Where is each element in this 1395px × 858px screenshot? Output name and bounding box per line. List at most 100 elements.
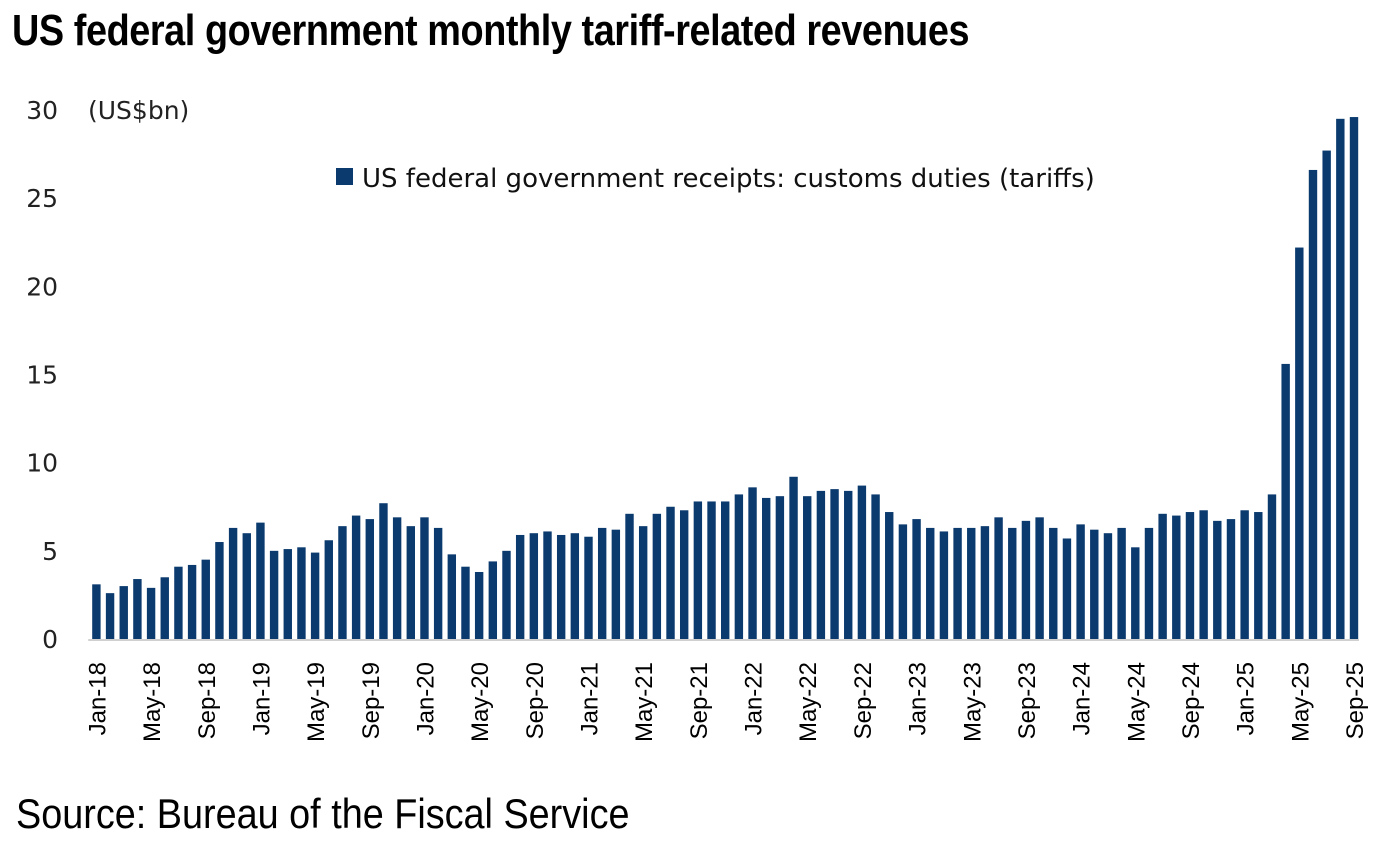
bar-Jul-19 (338, 526, 347, 639)
bar-Feb-25 (1254, 512, 1263, 639)
bar-Jul-24 (1158, 513, 1167, 639)
x-tick-label: Jan-22 (741, 662, 768, 735)
y-tick-label: 30 (26, 96, 58, 125)
bar-Jan-24 (1076, 524, 1085, 639)
x-tick-label: Sep-21 (686, 662, 713, 739)
source-note: Source: Bureau of the Fiscal Service (16, 790, 630, 837)
x-tick-label: Sep-18 (194, 662, 221, 739)
bar-Jan-23 (912, 519, 921, 639)
bar-Nov-18 (228, 527, 238, 639)
bar-Nov-20 (556, 534, 566, 639)
bar-Nov-21 (721, 501, 730, 639)
bar-Nov-24 (1213, 520, 1222, 639)
x-tick-label: May-18 (139, 662, 166, 742)
x-tick-label: Sep-19 (358, 662, 385, 739)
bar-Apr-20 (461, 566, 470, 639)
bar-Apr-23 (953, 527, 962, 639)
x-tick-label: Sep-25 (1342, 662, 1369, 739)
x-tick-label: Sep-24 (1178, 662, 1205, 739)
bar-Oct-24 (1199, 510, 1208, 639)
bar-Jul-21 (666, 506, 675, 639)
bar-Sep-23 (1021, 520, 1031, 639)
x-tick-label: May-24 (1123, 662, 1150, 742)
x-tick-label: Jan-21 (577, 662, 604, 735)
bar-Sep-24 (1185, 512, 1195, 639)
bar-Nov-23 (1049, 527, 1058, 639)
bar-Oct-19 (379, 503, 388, 639)
bar-Sep-22 (857, 485, 867, 639)
bar-Jun-24 (1144, 527, 1154, 639)
bar-Feb-21 (597, 527, 607, 639)
bar-Jun-23 (980, 526, 990, 639)
bar-Jul-18 (174, 566, 183, 639)
bar-Oct-21 (707, 501, 716, 639)
x-tick-label: Jan-19 (248, 662, 275, 735)
bar-Mar-23 (939, 531, 949, 639)
bar-Mar-25 (1267, 494, 1277, 639)
bar-Sep-18 (201, 559, 210, 639)
x-tick-label: Jan-23 (905, 662, 932, 735)
x-tick-label: Jan-20 (413, 662, 440, 735)
unit-label: (US$bn) (88, 96, 189, 125)
bar-Feb-24 (1090, 529, 1099, 639)
bar-May-19 (310, 552, 320, 639)
bar-series (92, 117, 1359, 640)
bar-Jun-19 (324, 540, 333, 639)
bar-Oct-18 (215, 542, 224, 639)
bar-Sep-19 (365, 519, 374, 639)
bar-Jan-19 (256, 522, 265, 639)
bar-May-24 (1131, 547, 1140, 639)
bar-Mar-22 (775, 496, 785, 639)
bar-Dec-20 (570, 533, 580, 639)
x-axis: Jan-18 May-18 Sep-18 Jan-19 May-19 Sep-19 Jan-… (84, 662, 1369, 742)
bar-Apr-19 (297, 547, 306, 639)
bar-Oct-23 (1035, 517, 1044, 639)
x-tick-label: May-25 (1287, 662, 1314, 742)
bar-Feb-23 (926, 527, 935, 639)
bar-May-18 (146, 587, 156, 639)
bar-Jun-25 (1308, 169, 1318, 639)
bar-Jul-20 (502, 550, 511, 639)
bar-May-20 (474, 571, 484, 639)
bar-Feb-18 (105, 593, 115, 639)
bar-Nov-22 (885, 512, 894, 639)
chart-title: US federal government monthly tariff-rel… (12, 6, 970, 55)
bar-Sep-25 (1349, 117, 1359, 640)
bar-Dec-22 (898, 524, 908, 639)
y-tick-label: 5 (42, 537, 58, 566)
y-tick-label: 25 (26, 184, 58, 213)
bar-Nov-19 (392, 517, 402, 639)
bar-Apr-21 (625, 513, 634, 639)
bar-Jan-21 (584, 536, 593, 639)
bar-Jun-22 (816, 490, 826, 639)
y-tick-label: 10 (26, 449, 58, 478)
bar-Mar-18 (119, 586, 128, 639)
bar-Aug-22 (844, 490, 853, 639)
bar-Apr-22 (789, 476, 798, 639)
bar-Dec-23 (1062, 538, 1072, 639)
bar-Jun-20 (488, 561, 498, 639)
x-tick-label: May-20 (467, 662, 494, 742)
bar-Dec-18 (242, 533, 251, 639)
bar-Apr-18 (133, 579, 142, 639)
y-tick-label: 15 (26, 361, 58, 390)
bar-Feb-22 (762, 497, 771, 639)
bar-Jan-22 (748, 487, 757, 639)
bar-Aug-25 (1336, 118, 1345, 639)
y-axis: 0 5 10 15 20 25 30 (26, 96, 58, 654)
bar-Sep-21 (693, 501, 703, 639)
y-tick-label: 0 (42, 625, 58, 654)
bar-Mar-24 (1103, 533, 1113, 639)
bar-Mar-19 (283, 549, 292, 639)
bar-Aug-23 (1008, 527, 1017, 639)
bar-Dec-21 (734, 494, 744, 639)
bar-Sep-20 (529, 533, 539, 639)
bar-Jul-22 (830, 489, 839, 639)
bar-May-22 (803, 496, 812, 639)
bar-Mar-20 (447, 554, 457, 639)
bar-Oct-20 (543, 531, 552, 639)
bar-Feb-19 (269, 550, 279, 639)
bar-Jun-21 (652, 513, 662, 639)
bar-Feb-20 (433, 527, 443, 639)
x-tick-label: Sep-23 (1014, 662, 1041, 739)
